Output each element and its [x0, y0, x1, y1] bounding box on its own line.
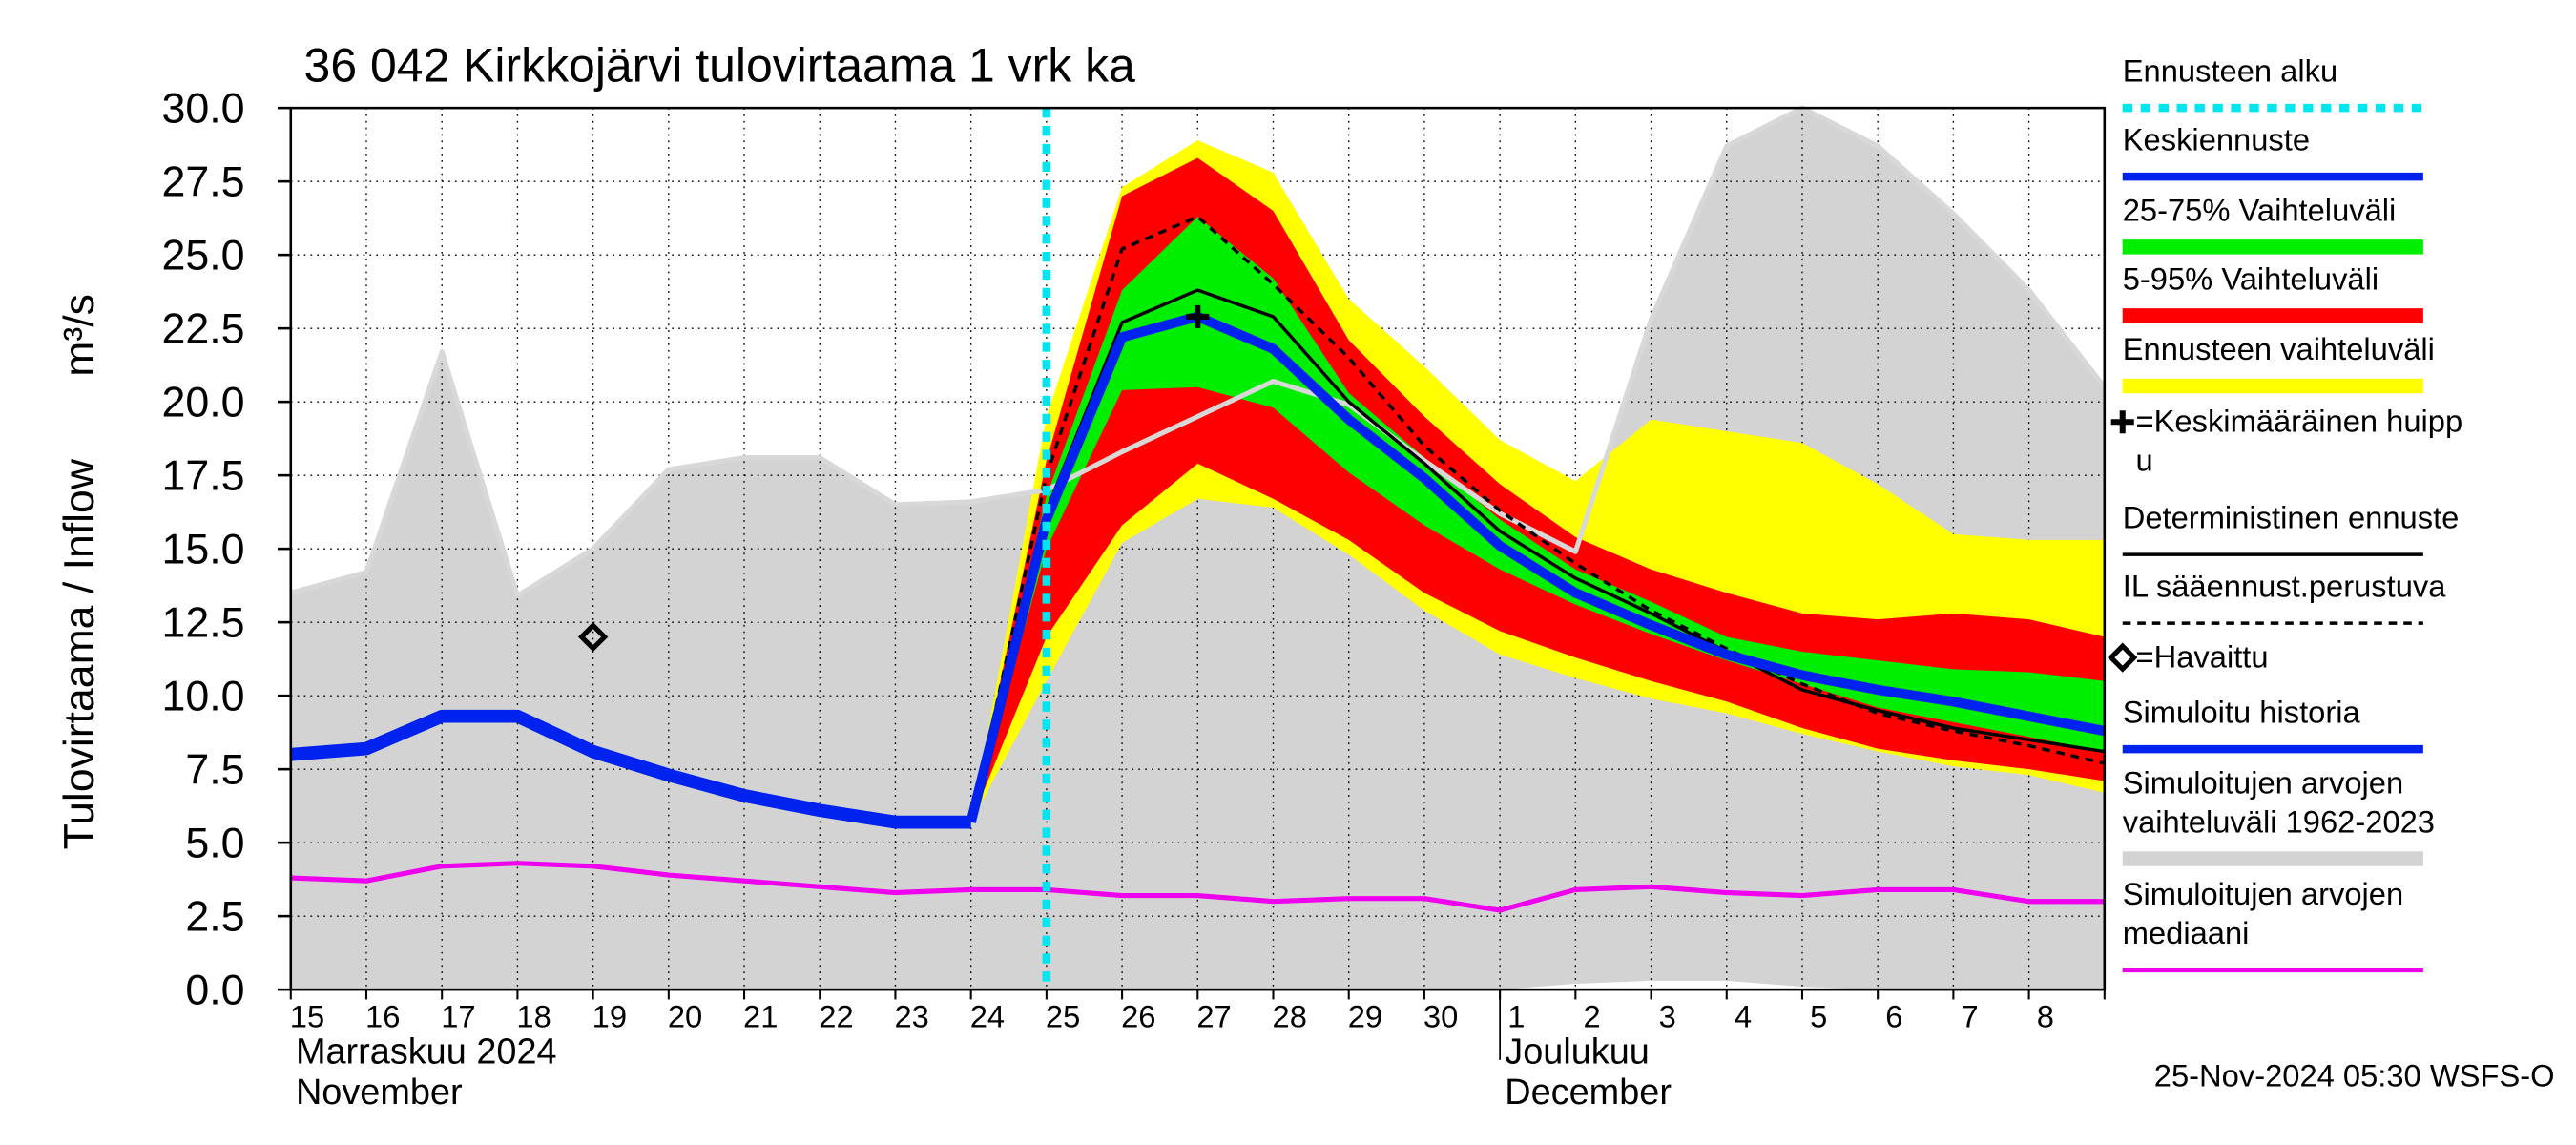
- marker-shape: [1186, 304, 1210, 328]
- legend-label: u: [2136, 443, 2153, 478]
- y-tick-label: 7.5: [185, 747, 244, 794]
- y-tick-label: 0.0: [185, 968, 244, 1014]
- x-tick-label: 30: [1423, 999, 1458, 1034]
- x-tick-label: 17: [441, 999, 475, 1034]
- footer: 25-Nov-2024 05:30 WSFS-O: [2154, 1057, 2555, 1093]
- legend-label: Simuloitujen arvojen: [2123, 764, 2403, 800]
- y-tick-label: 5.0: [185, 821, 244, 867]
- x-tick-label: 8: [2037, 999, 2054, 1034]
- band: [970, 217, 2105, 822]
- x-tick-label: 2: [1583, 999, 1600, 1034]
- legend-label: Deterministinen ennuste: [2123, 500, 2460, 535]
- y-tick-label: 25.0: [161, 233, 244, 280]
- x-tick-label: 15: [290, 999, 324, 1034]
- marker: [1186, 304, 1210, 328]
- x-tick-label: 21: [743, 999, 778, 1034]
- legend-label: Simuloitu historia: [2123, 695, 2361, 730]
- legend-label: mediaani: [2123, 915, 2250, 950]
- x-tick-label: 19: [592, 999, 627, 1034]
- x-tick-label: 3: [1659, 999, 1676, 1034]
- line: [968, 215, 2106, 822]
- legend-label: Ennusteen alku: [2123, 53, 2337, 89]
- chart-title: 36 042 Kirkkojärvi tulovirtaama 1 vrk ka: [304, 39, 1136, 93]
- y-tick-label: 12.5: [161, 600, 244, 647]
- legend-label: IL sääennust.perustuva: [2123, 569, 2447, 604]
- x-tick-label: 18: [516, 999, 551, 1034]
- y-tick-label: 27.5: [161, 159, 244, 206]
- line: [966, 311, 2106, 823]
- line: [290, 861, 2105, 913]
- x-tick-label: 29: [1348, 999, 1382, 1034]
- y-tick-label: 10.0: [161, 674, 244, 720]
- y-tick-label: 15.0: [161, 527, 244, 573]
- y-tick-label: 17.5: [161, 453, 244, 500]
- legend-label: Ennusteen vaihteluväli: [2123, 331, 2435, 366]
- legend-label: =Keskimääräinen huipp: [2136, 404, 2463, 439]
- x-tick-label: 1: [1507, 999, 1525, 1034]
- x-tick-label: 7: [1962, 999, 1979, 1034]
- x-tick-label: 25: [1046, 999, 1080, 1034]
- x-tick-label: 28: [1273, 999, 1307, 1034]
- x-tick-label: 16: [365, 999, 400, 1034]
- month-label: November: [296, 1072, 463, 1113]
- legend-label: =Havaittu: [2136, 638, 2269, 674]
- y-axis-title: Tulovirtaama / Inflow: [56, 458, 103, 849]
- y-tick-label: 20.0: [161, 380, 244, 427]
- month-label: Joulukuu: [1505, 1031, 1650, 1072]
- x-tick-label: 23: [894, 999, 928, 1034]
- x-tick-label: 5: [1810, 999, 1827, 1034]
- y-tick-label: 30.0: [161, 86, 244, 133]
- marker-shape: [2110, 410, 2134, 434]
- line: [290, 709, 971, 829]
- y-axis-unit: m³/s: [56, 294, 103, 377]
- legend-label: vaihteluväli 1962-2023: [2123, 804, 2435, 840]
- x-tick-label: 24: [970, 999, 1005, 1034]
- x-tick-label: 20: [668, 999, 702, 1034]
- x-tick-label: 22: [819, 999, 853, 1034]
- legend-label: Simuloitujen arvojen: [2123, 876, 2403, 911]
- y-tick-label: 2.5: [185, 894, 244, 941]
- legend-label: 5-95% Vaihteluväli: [2123, 260, 2379, 296]
- month-label: Marraskuu 2024: [296, 1031, 557, 1072]
- x-tick-label: 26: [1121, 999, 1155, 1034]
- line: [968, 288, 2106, 822]
- marker: [2110, 410, 2134, 434]
- x-tick-label: 6: [1885, 999, 1902, 1034]
- marker: [577, 621, 609, 653]
- marker: [2108, 642, 2138, 673]
- x-tick-label: 4: [1735, 999, 1752, 1034]
- legend-label: 25-75% Vaihteluväli: [2123, 192, 2397, 227]
- legend-label: Keskiennuste: [2123, 122, 2310, 157]
- month-label: December: [1505, 1072, 1672, 1113]
- x-tick-label: 27: [1196, 999, 1231, 1034]
- y-tick-label: 22.5: [161, 306, 244, 353]
